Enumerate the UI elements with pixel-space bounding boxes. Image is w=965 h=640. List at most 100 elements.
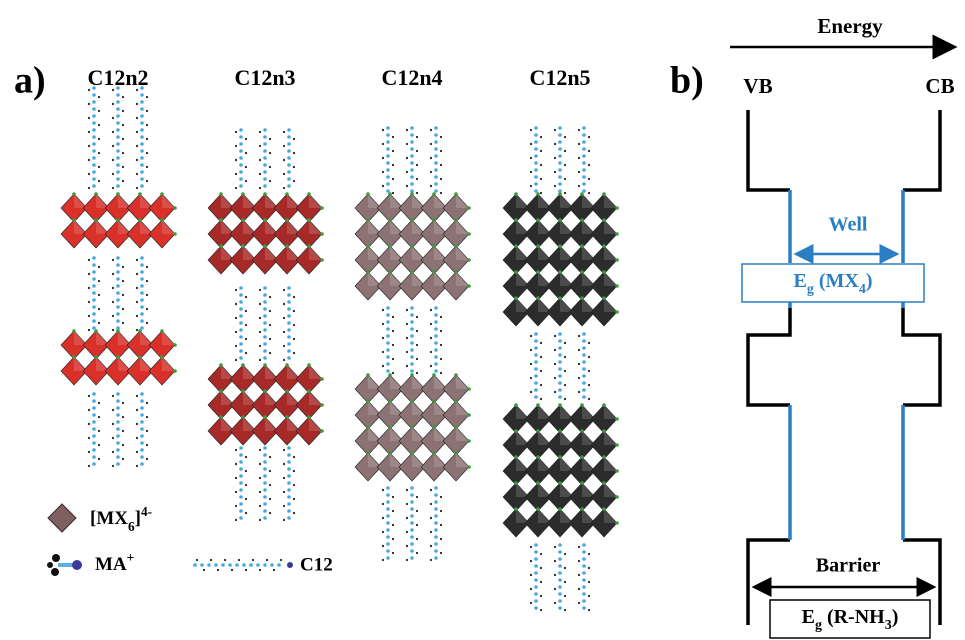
chain-h (146, 110, 148, 112)
chain-atom (263, 356, 267, 360)
chain-h (98, 294, 100, 296)
chain-h (382, 531, 384, 533)
chain-h (196, 559, 198, 561)
chain-h (416, 358, 418, 360)
chain-atom (386, 521, 390, 525)
chain-h (406, 337, 408, 339)
chain-atom (239, 314, 243, 318)
chain-atom (140, 406, 144, 410)
chain-h (88, 437, 90, 439)
structures: C12n2C12n3C12n4C12n5 (61, 65, 619, 611)
chain-atom (239, 488, 243, 492)
chain-h (554, 588, 556, 590)
chain-h (269, 470, 271, 472)
chain-atom (287, 516, 291, 520)
chain-h (392, 344, 394, 346)
chain-atom (287, 460, 291, 464)
chain-atom (410, 507, 414, 511)
chain-atom (214, 563, 218, 567)
halide (580, 507, 584, 511)
chain-atom (534, 388, 538, 392)
text-run: (R-NH (822, 606, 885, 628)
chain-atom (534, 571, 538, 575)
chain-h (540, 164, 542, 166)
chain-h (98, 430, 100, 432)
chain-h (392, 372, 394, 374)
chain-h (112, 423, 114, 425)
chain-atom (434, 154, 438, 158)
chain-atom (92, 93, 96, 97)
chain-h (88, 159, 90, 161)
chain-h (146, 180, 148, 182)
chain-h (588, 164, 590, 166)
chain-atom (116, 427, 120, 431)
chain-h (112, 273, 114, 275)
text-run: MA (95, 554, 127, 575)
chain-h (98, 180, 100, 182)
chain-atom (116, 114, 120, 118)
chain-h (283, 317, 285, 319)
halide (580, 218, 584, 222)
chain-h (203, 569, 205, 571)
chain-h (112, 409, 114, 411)
chain-h (392, 538, 394, 540)
chain-atom (287, 502, 291, 506)
chain-atom (434, 369, 438, 373)
chain-h (235, 449, 237, 451)
chain-atom (558, 571, 562, 575)
chain-h (146, 308, 148, 310)
chain-atom (263, 509, 267, 513)
chain-h (578, 602, 580, 604)
chain-atom (239, 502, 243, 506)
chain-atom (287, 293, 291, 297)
chain-atom (287, 349, 291, 353)
chain-h (235, 173, 237, 175)
chain-atom (92, 277, 96, 281)
halide (94, 192, 98, 196)
chain-h (98, 152, 100, 154)
chain-h (112, 287, 114, 289)
chain-atom (92, 256, 96, 260)
chain-atom (92, 392, 96, 396)
chain-h (245, 569, 247, 571)
chain-h (530, 171, 532, 173)
chain-h (554, 143, 556, 145)
chain-h (416, 192, 418, 194)
chain-h (564, 595, 566, 597)
chain-h (146, 444, 148, 446)
chain-atom (434, 493, 438, 497)
chain-h (440, 316, 442, 318)
chain-atom (582, 189, 586, 193)
chain-atom (263, 335, 267, 339)
chain-atom (140, 256, 144, 260)
chain-h (259, 519, 261, 521)
halide (388, 218, 392, 222)
chain-atom (263, 314, 267, 318)
chain-atom (116, 448, 120, 452)
chain-atom (534, 592, 538, 596)
chain-atom (239, 321, 243, 325)
chain-atom (263, 453, 267, 457)
chain-atom (410, 341, 414, 345)
halide (307, 415, 311, 419)
chain-h (283, 331, 285, 333)
chain-atom (558, 578, 562, 582)
halide (219, 192, 223, 196)
chain-atom (582, 168, 586, 172)
chain-h (259, 145, 261, 147)
halide (580, 429, 584, 433)
halide (514, 296, 518, 300)
legend-text: MA+ (95, 550, 134, 576)
halide (94, 218, 98, 222)
chain-atom (116, 170, 120, 174)
chain-atom (386, 327, 390, 331)
chain-h (416, 510, 418, 512)
chain-atom (263, 135, 267, 139)
chain-h (88, 273, 90, 275)
halide (432, 218, 436, 222)
chain-h (440, 524, 442, 526)
chain-h (382, 559, 384, 561)
chain-h (283, 491, 285, 493)
chain-atom (116, 121, 120, 125)
chain-h (540, 595, 542, 597)
